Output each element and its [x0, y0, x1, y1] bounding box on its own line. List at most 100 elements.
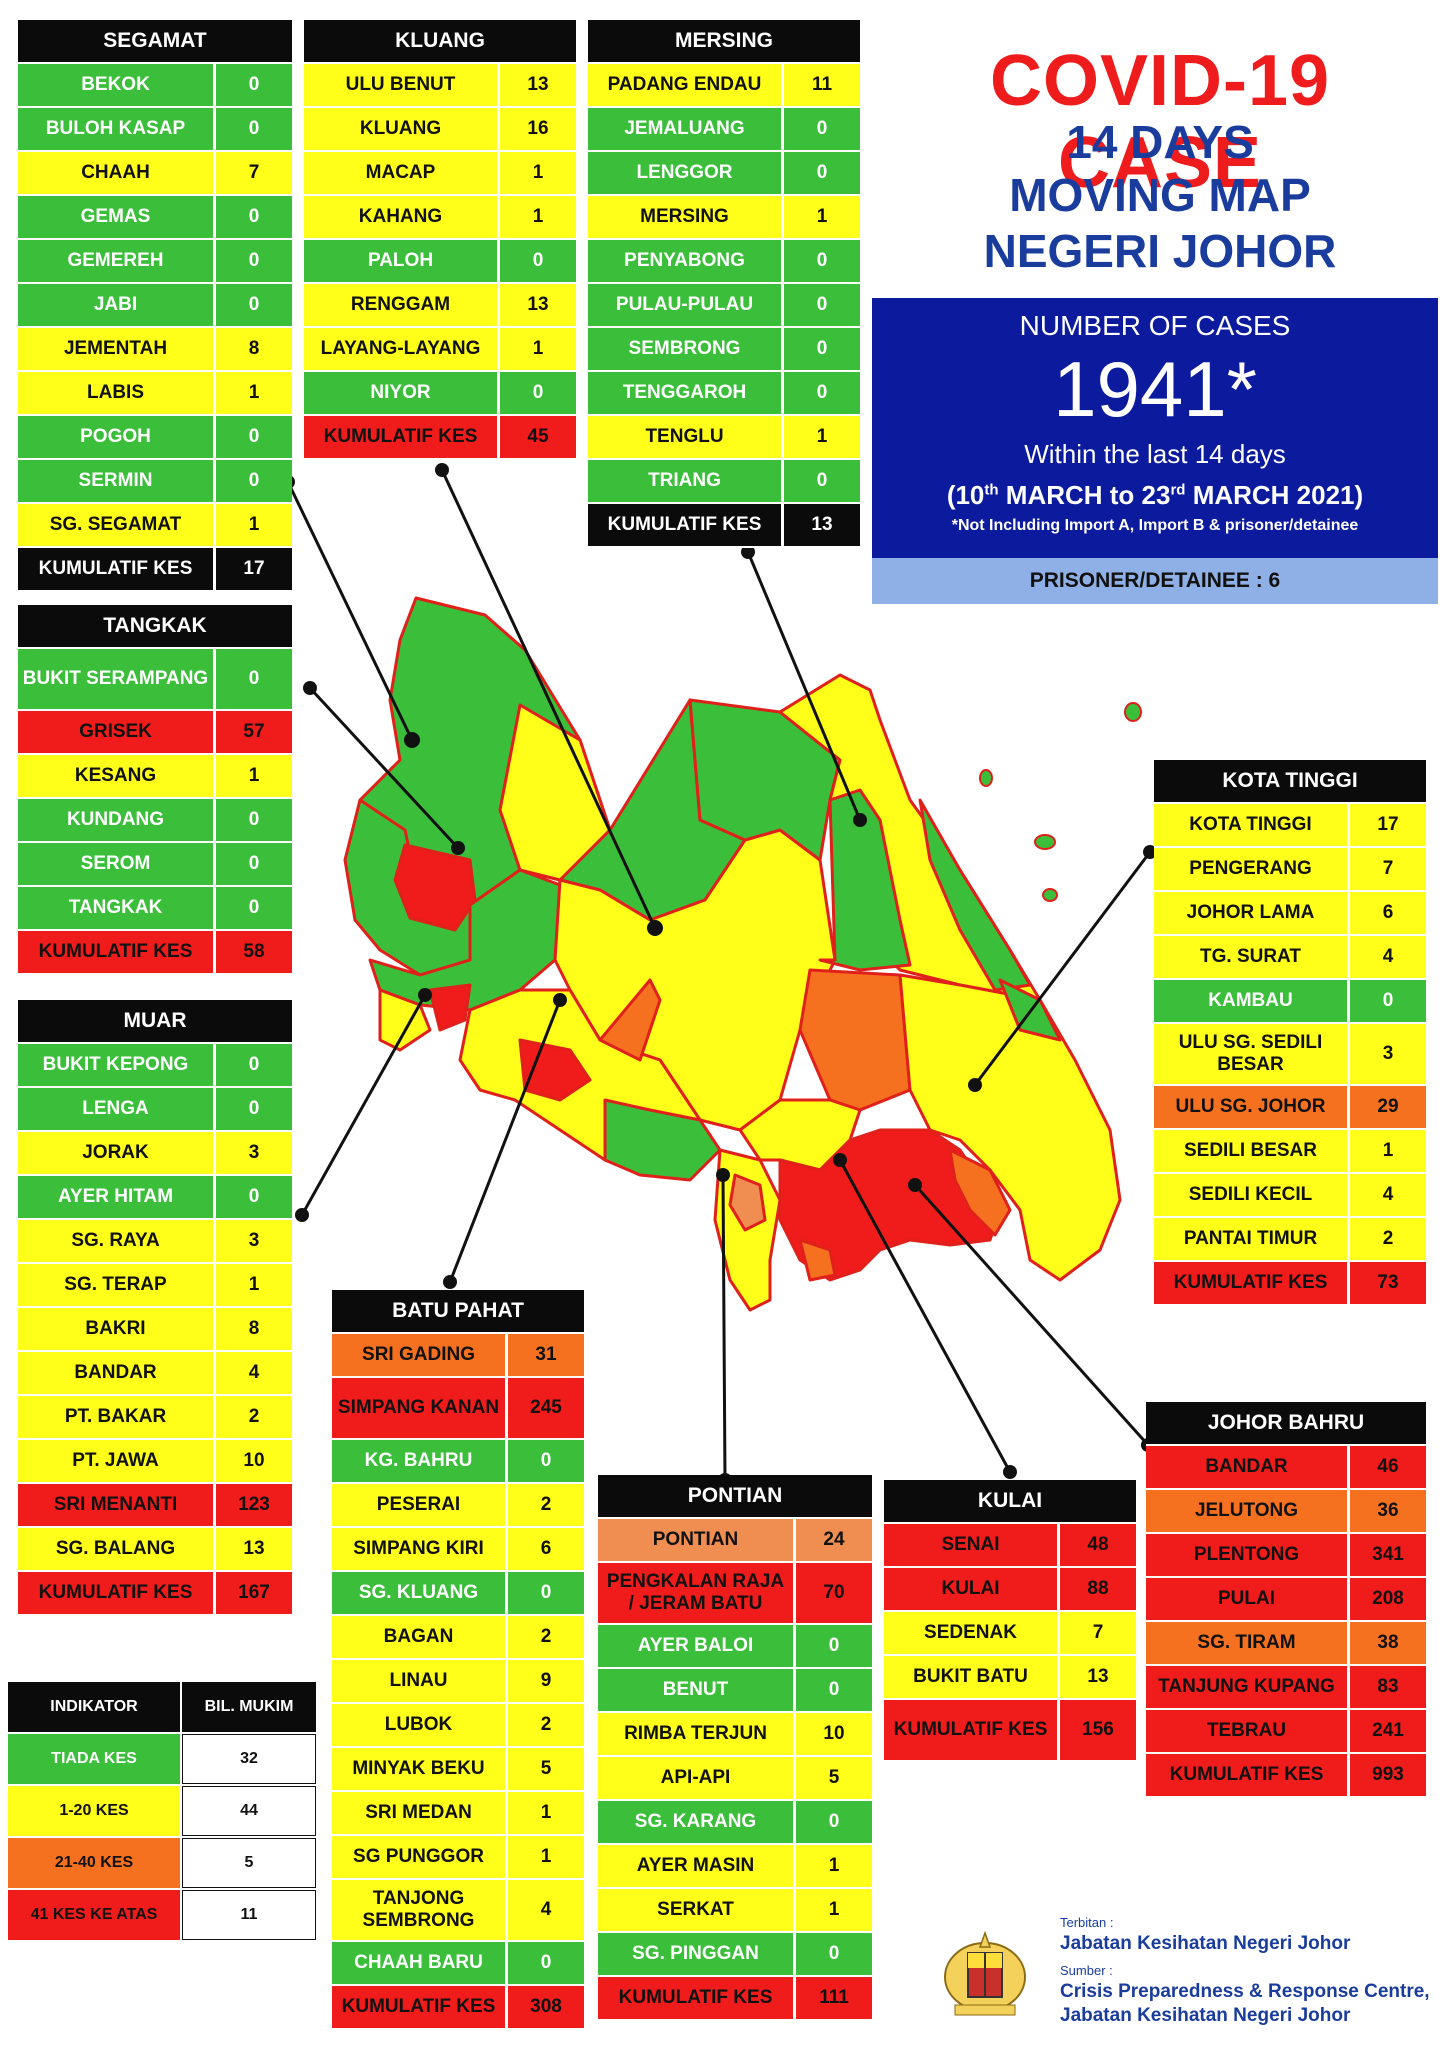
table-row: PANTAI TIMUR 2	[1154, 1218, 1426, 1262]
mukim-name: PENYABONG	[588, 240, 784, 282]
district-header: JOHOR BAHRU	[1146, 1402, 1426, 1446]
case-count: 0	[248, 470, 260, 491]
mukim-name: KUMULATIF KES	[18, 1572, 216, 1614]
map-region-batu-pahat	[458, 988, 702, 1172]
map-region-lenggor	[818, 788, 912, 972]
table-mersing: MERSING PADANG ENDAU 11 JEMALUANG 0 LENGGOR 0 M…	[588, 20, 860, 548]
case-count: 2	[1382, 1228, 1394, 1249]
case-count: 16	[527, 118, 549, 139]
map-region-muar-coast	[378, 988, 432, 1052]
mukim-name: LINAU	[332, 1660, 508, 1702]
map-region-pontian	[713, 1148, 782, 1312]
mukim-name: SRI MENANTI	[18, 1484, 216, 1526]
case-count: 38	[1377, 1632, 1399, 1653]
table-segamat: SEGAMAT BEKOK 0 BULOH KASAP 0 CHAAH 7 GEMAS 0 GEM…	[18, 20, 292, 592]
table-row: LENGGOR 0	[588, 152, 860, 196]
jata-negeri-logo-icon	[944, 1930, 1026, 2016]
mukim-name: LABIS	[18, 372, 216, 414]
district-header: MERSING	[588, 20, 860, 64]
sumber-label: Sumber :	[1060, 1963, 1113, 1978]
mukim-name: LENGA	[18, 1088, 216, 1130]
mukim-name: ULU BENUT	[304, 64, 500, 106]
map-region-mersing	[778, 673, 1042, 1002]
mukim-name: PLENTONG	[1146, 1534, 1350, 1576]
district-header: KLUANG	[304, 20, 576, 64]
table-row: SG. SEGAMAT 1	[18, 504, 292, 548]
case-count: 10	[823, 1723, 845, 1744]
case-count: 3	[248, 1142, 260, 1163]
mukim-name: TEBRAU	[1146, 1710, 1350, 1752]
case-count: 0	[248, 1186, 260, 1207]
table-row: KG. BAHRU 0	[332, 1440, 584, 1484]
mukim-name: SG. TIRAM	[1146, 1622, 1350, 1664]
mukim-name: KUMULATIF KES	[1154, 1262, 1350, 1304]
table-pontian: PONTIAN PONTIAN 24 PENGKALAN RAJA / JERAM B…	[598, 1475, 872, 2021]
case-count: 2	[248, 1406, 260, 1427]
table-row: CHAAH BARU 0	[332, 1942, 584, 1986]
case-count: 70	[823, 1582, 845, 1603]
case-count: 341	[1372, 1544, 1404, 1565]
case-count: 245	[530, 1397, 562, 1418]
cases-label: NUMBER OF CASES	[1019, 310, 1291, 341]
mukim-name: KAHANG	[304, 196, 500, 238]
table-row: KULAI 88	[884, 1568, 1136, 1612]
table-row: KAHANG 1	[304, 196, 576, 240]
case-count: 0	[248, 426, 260, 447]
case-count: 1	[532, 338, 544, 359]
table-row: JABI 0	[18, 284, 292, 328]
case-count: 5	[540, 1758, 552, 1779]
mukim-name: PT. BAKAR	[18, 1396, 216, 1438]
mukim-name: KUMULATIF KES	[304, 416, 500, 458]
table-tangkak: TANGKAK BUKIT SERAMPANG 0 GRISEK 57 KESANG 1 KU…	[18, 605, 292, 975]
district-header: KULAI	[884, 1480, 1136, 1524]
legend-indicator: 41 KES KE ATAS	[8, 1890, 182, 1940]
map-region-tanjung-kupang	[798, 1238, 837, 1282]
case-count: 308	[530, 1996, 562, 2017]
case-count: 7	[1382, 858, 1394, 879]
mukim-name: PULAI	[1146, 1578, 1350, 1620]
case-count: 1	[248, 765, 260, 786]
case-count: 46	[1377, 1456, 1399, 1477]
case-count: 0	[816, 294, 828, 315]
case-count: 0	[540, 1952, 552, 1973]
case-count: 0	[816, 250, 828, 271]
mukim-name: KG. BAHRU	[332, 1440, 508, 1482]
table-row: LENGA 0	[18, 1088, 292, 1132]
map-island-3	[1034, 834, 1056, 850]
table-row: LUBOK 2	[332, 1704, 584, 1748]
map-region-pontian-orange	[728, 1173, 767, 1232]
case-count: 1	[540, 1802, 552, 1823]
district-header: KOTA TINGGI	[1154, 760, 1426, 804]
case-count: 13	[811, 514, 833, 535]
mukim-name: BULOH KASAP	[18, 108, 216, 150]
mukim-name: ULU SG. SEDILI BESAR	[1154, 1024, 1350, 1084]
mukim-name: KULAI	[884, 1568, 1060, 1610]
table-row: POGOH 0	[18, 416, 292, 460]
mukim-name: KUMULATIF KES	[18, 931, 216, 973]
case-count: 4	[248, 1362, 260, 1383]
table-row: SG. KARANG 0	[598, 1801, 872, 1845]
case-count: 8	[248, 338, 260, 359]
subtitle-line-3: NEGERI JOHOR	[983, 225, 1337, 277]
table-row: PESERAI 2	[332, 1484, 584, 1528]
table-row: JOHOR LAMA 6	[1154, 892, 1426, 936]
table-row: MINYAK BEKU 5	[332, 1748, 584, 1792]
mukim-name: PONTIAN	[598, 1519, 796, 1561]
mukim-name: JELUTONG	[1146, 1490, 1350, 1532]
case-count: 0	[816, 382, 828, 403]
mukim-name: JEMENTAH	[18, 328, 216, 370]
terbitan-label: Terbitan :	[1060, 1915, 1114, 1930]
table-row: ULU SG. JOHOR 29	[1154, 1086, 1426, 1130]
map-region-tangkak	[343, 798, 472, 977]
table-row: JEMALUANG 0	[588, 108, 860, 152]
map-region-jemaluang	[918, 798, 1032, 992]
mukim-name: BANDAR	[1146, 1446, 1350, 1488]
case-count: 13	[527, 74, 549, 95]
case-count-box: NUMBER OF CASES 1941* Within the last 14…	[872, 298, 1438, 558]
mukim-name: LENGGOR	[588, 152, 784, 194]
case-count: 4	[1382, 1184, 1394, 1205]
table-row: KOTA TINGGI 17	[1154, 804, 1426, 848]
legend-head-bil-mukim: BIL. MUKIM	[182, 1682, 316, 1732]
case-count: 13	[1087, 1666, 1109, 1687]
legend-row: 41 KES KE ATAS 11	[8, 1890, 316, 1942]
